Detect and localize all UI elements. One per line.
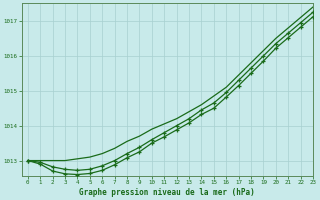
X-axis label: Graphe pression niveau de la mer (hPa): Graphe pression niveau de la mer (hPa): [79, 188, 255, 197]
